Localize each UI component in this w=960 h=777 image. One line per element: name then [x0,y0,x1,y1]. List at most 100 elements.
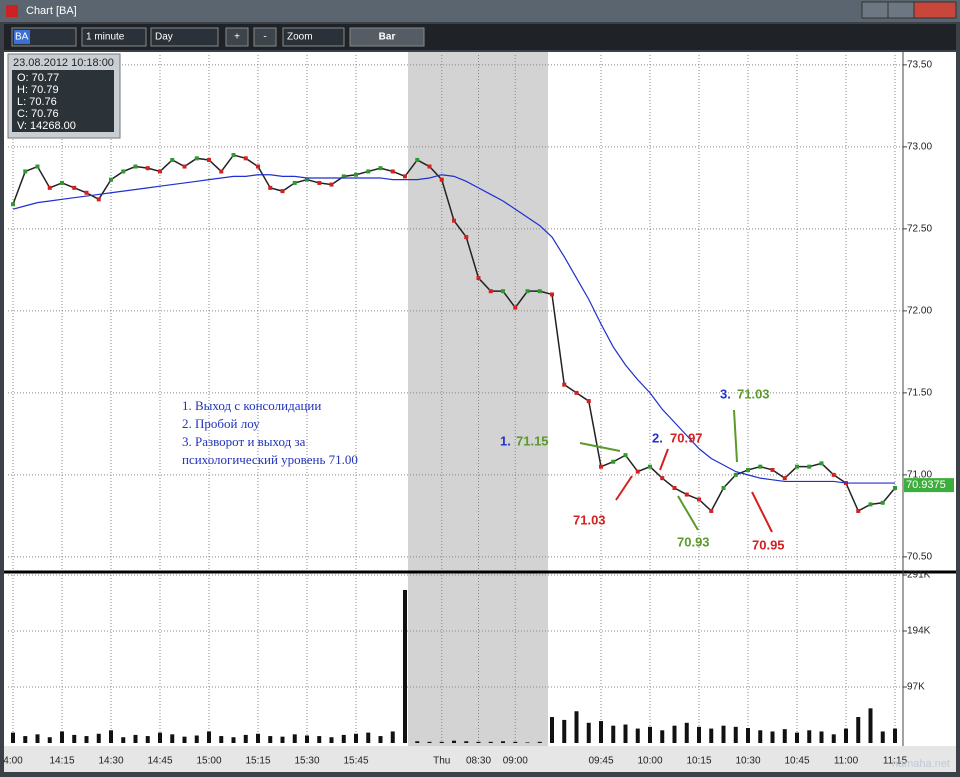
volume-bar [341,734,346,743]
price-bar [550,292,554,297]
price-bar [623,453,628,458]
volume-bar [452,740,456,743]
price-bar [684,492,689,497]
price-bar [280,189,285,194]
volume-bar [844,728,848,743]
price-bar [145,166,150,171]
annotation-value: 70.97 [670,430,703,445]
price-bar [182,164,187,169]
info-line: V: 14268.00 [17,120,76,132]
price-bar [378,166,383,171]
zoom-out-button[interactable] [253,27,277,47]
price-bar [733,472,738,477]
price-bar [109,177,113,182]
price-bar [464,235,469,240]
info-line: H: 70.79 [17,84,59,96]
price-bar [317,180,322,185]
arrow [579,442,621,452]
volume-bar [72,734,77,743]
volume-bar [660,730,665,743]
x-tick-label: 10:00 [637,756,662,767]
x-tick-label: 10:15 [686,756,711,767]
price-bar [194,156,199,161]
annotation-number: 2. [652,430,663,445]
volume-bar [219,736,224,743]
price-bar [47,185,52,190]
x-tick-label: 14:30 [98,756,123,767]
price-bar [366,169,371,174]
style-button[interactable] [349,27,425,47]
price-bar [452,218,456,223]
period-select[interactable] [150,27,219,47]
arrow [677,495,699,531]
zoom: Zoom [287,32,313,43]
note: 3. Разворот и выход за [182,434,306,449]
annotation-value: 70.95 [752,537,785,552]
volume-bar [292,734,297,743]
volume-bar [23,736,28,743]
volume-bar [96,733,101,743]
price-bar [758,464,763,469]
price-bar [121,169,126,174]
volume-bar [415,741,420,743]
zoom-in-button[interactable] [225,27,249,47]
x-tick-label: 15:30 [294,756,319,767]
volume-bar [121,737,126,743]
volume-bar [427,741,432,743]
price-bar [660,476,665,481]
info-line: L: 70.76 [17,96,57,108]
last-price-tag [904,478,954,493]
zoom-in: + [234,32,240,43]
volume-bar [856,717,861,743]
price-bar [721,485,726,490]
price-bar [170,157,175,162]
price-bar [329,182,334,187]
volume-bar [268,736,273,743]
interval: 1 minute [86,32,125,43]
price-bar [341,174,346,179]
price-bar [35,164,40,169]
title-bar [0,0,960,22]
volume-bar [329,737,334,743]
annotation-value: 70.93 [677,534,710,549]
note: 2. Пробой лоу [182,416,260,431]
y-tick-label: 71.50 [907,388,932,399]
volume-bar [648,726,652,743]
moving-average-line [12,174,895,484]
volume-bar [439,741,444,743]
price-bar [856,508,861,513]
volume-bar [807,730,812,743]
volume-bar [770,731,775,743]
price-bar [354,172,358,177]
price-bar [611,459,616,464]
zoom-out: - [263,32,266,43]
price-bar [501,289,505,294]
volume-bar [476,741,481,743]
symbol-highlight [14,30,30,44]
price-bar [782,476,787,481]
price-bar [770,467,775,472]
price-bar [403,174,407,179]
x-tick-label: 11:15 [883,756,908,767]
interval-select[interactable] [81,27,147,47]
volume-bar [880,731,885,743]
volume-bar [182,736,187,743]
y-tick-label: 71.00 [907,470,932,481]
price-bar [807,464,812,469]
zoom-select[interactable] [282,27,345,47]
price-bar [574,390,579,395]
minimize-button[interactable] [861,1,889,19]
close-button[interactable] [913,1,957,19]
price-bar [562,382,567,387]
price-bar [268,185,273,190]
price-bar [513,305,518,310]
price-bar [880,500,885,505]
annotation-number: 1. [500,433,511,448]
price-bar [648,464,652,469]
maximize-button[interactable] [887,1,915,19]
volume-bar [378,736,383,743]
volume-bar [623,724,628,743]
volume-bar [709,728,714,743]
volume-bar [170,734,175,743]
